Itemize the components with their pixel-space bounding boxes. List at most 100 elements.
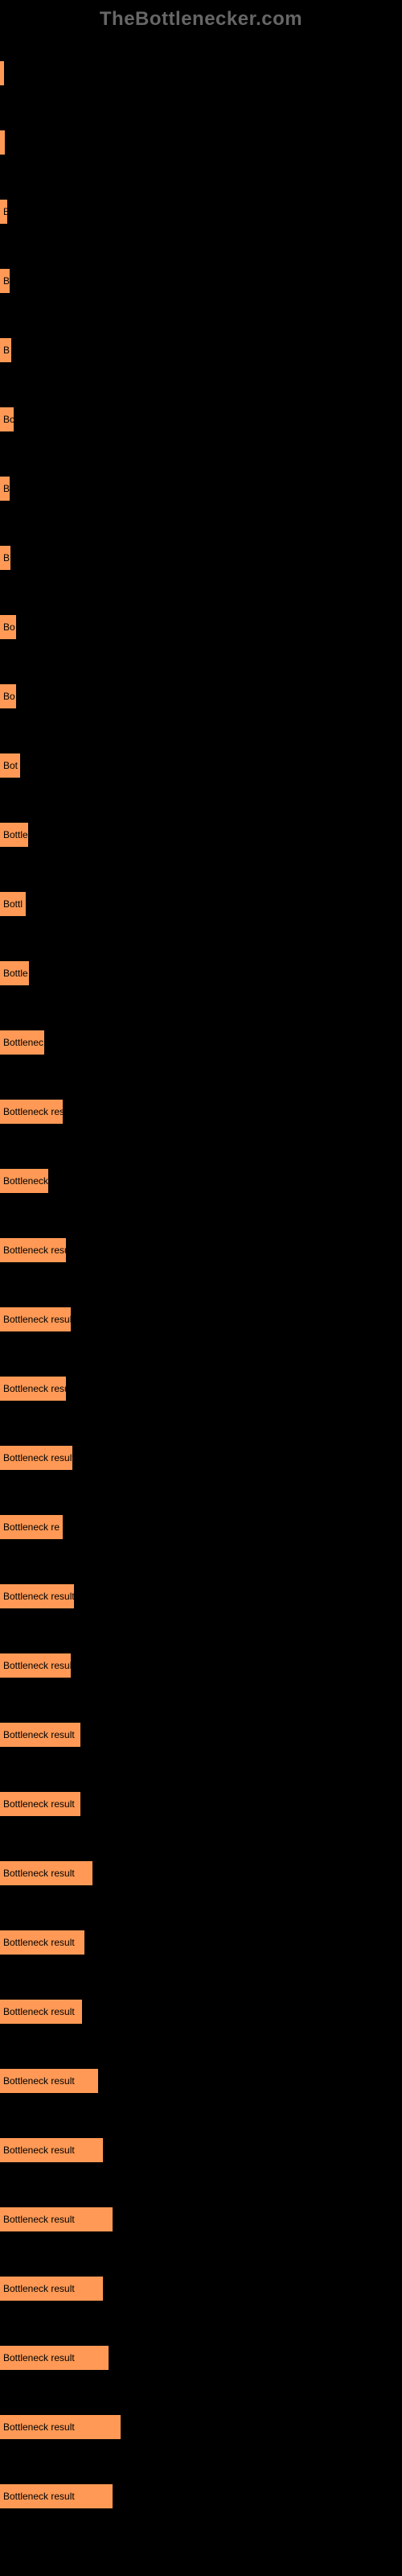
bar-label-area — [0, 1224, 402, 1236]
bar-label-area — [0, 1154, 402, 1166]
bar-container: Bottleneck result — [0, 2124, 402, 2162]
bar: Bo — [0, 684, 16, 708]
bar: Bottleneck res — [0, 1100, 63, 1124]
bar: B — [0, 200, 7, 224]
bar-container: Bottleneck result — [0, 2401, 402, 2439]
bar-container: Bottleneck — [0, 1154, 402, 1193]
bar-container: Bottleneck result — [0, 1293, 402, 1331]
bar: Bottleneck re — [0, 1515, 63, 1539]
bar-container: B — [0, 185, 402, 224]
bar: Bottl — [0, 892, 26, 916]
bar: B — [0, 546, 10, 570]
bar-label-area — [0, 1085, 402, 1097]
bar-container: Bo — [0, 670, 402, 708]
bar: Bottleneck resu — [0, 1377, 66, 1401]
bar: Bottle — [0, 961, 29, 985]
bar: Bottleneck result — [0, 1446, 72, 1470]
bar-container: Bottlenec — [0, 1016, 402, 1055]
bar: B — [0, 338, 11, 362]
bar-container: Bottle — [0, 947, 402, 985]
bar: Bottleneck result — [0, 1930, 84, 1955]
bar-container: B — [0, 324, 402, 362]
bar-label-area — [0, 1985, 402, 1997]
bar: Bottleneck resu — [0, 1238, 66, 1262]
bar-label-area — [0, 393, 402, 405]
bar-container: Bo — [0, 393, 402, 431]
bar-container: Bottle — [0, 808, 402, 847]
bar-container: Bottleneck result — [0, 2262, 402, 2301]
bar-container: Bottleneck resu — [0, 1224, 402, 1262]
bar: B — [0, 477, 10, 501]
bar-label-area — [0, 1777, 402, 1790]
bar-label-area — [0, 185, 402, 197]
bar-container: Bot — [0, 739, 402, 778]
bar-container: Bottleneck result — [0, 1777, 402, 1816]
bar-container: Bottleneck result — [0, 1431, 402, 1470]
bar — [0, 61, 4, 85]
bar-label-area — [0, 1362, 402, 1374]
bar: Bottleneck result — [0, 2207, 113, 2231]
bar-label-area — [0, 2054, 402, 2066]
bar: Bottleneck result — [0, 1792, 80, 1816]
bar: Bottleneck result — [0, 2069, 98, 2093]
bar-label-area — [0, 670, 402, 682]
bar: Bo — [0, 407, 14, 431]
bar-container: B — [0, 531, 402, 570]
bar-label-area — [0, 1016, 402, 1028]
bar-label-area — [0, 254, 402, 266]
bar-label-area — [0, 1916, 402, 1928]
bar-label-area — [0, 947, 402, 959]
bar — [0, 130, 5, 155]
bar-label-area — [0, 2470, 402, 2482]
bar-container: Bottleneck result — [0, 2331, 402, 2370]
bar-label-area — [0, 1708, 402, 1720]
bar: Bottleneck result — [0, 1307, 71, 1331]
bar-label-area — [0, 324, 402, 336]
bar: Bottleneck result — [0, 1653, 71, 1678]
bar-label-area — [0, 1570, 402, 1582]
bar-container: B — [0, 254, 402, 293]
bar: Bot — [0, 753, 20, 778]
bar: Bottle — [0, 823, 28, 847]
bar-label-area — [0, 1431, 402, 1443]
bar-container: Bottleneck result — [0, 1847, 402, 1885]
bar-label-area — [0, 877, 402, 890]
bar-container: Bottleneck result — [0, 1639, 402, 1678]
bar-container — [0, 116, 402, 155]
bar-container: B — [0, 462, 402, 501]
bar-label-area — [0, 739, 402, 751]
bar-container: Bottleneck res — [0, 1085, 402, 1124]
bar-container: Bottleneck result — [0, 1916, 402, 1955]
bar: Bottleneck result — [0, 2000, 82, 2024]
bar: Bottleneck result — [0, 2277, 103, 2301]
bar-label-area — [0, 2401, 402, 2413]
bar-label-area — [0, 808, 402, 820]
bar-label-area — [0, 2124, 402, 2136]
bar: Bottleneck result — [0, 1584, 74, 1608]
bar-container: Bo — [0, 601, 402, 639]
bar-label-area — [0, 2193, 402, 2205]
bar-container: Bottleneck result — [0, 2470, 402, 2508]
bar-container — [0, 47, 402, 85]
bar-label-area — [0, 116, 402, 128]
bar-container: Bottl — [0, 877, 402, 916]
bar-label-area — [0, 1501, 402, 1513]
bar-container: Bottleneck result — [0, 1570, 402, 1608]
bar-label-area — [0, 2331, 402, 2343]
bar-label-area — [0, 531, 402, 543]
bar: Bottleneck result — [0, 2138, 103, 2162]
bar: Bottleneck — [0, 1169, 48, 1193]
bar-container: Bottleneck result — [0, 1985, 402, 2024]
bar: Bottleneck result — [0, 1861, 92, 1885]
bar-container: Bottleneck result — [0, 2193, 402, 2231]
bar-container: Bottleneck result — [0, 1708, 402, 1747]
bar-label-area — [0, 1639, 402, 1651]
bar: B — [0, 269, 10, 293]
bar-container: Bottleneck resu — [0, 1362, 402, 1401]
watermark-text: TheBottlenecker.com — [0, 8, 402, 31]
bar: Bottleneck result — [0, 2346, 109, 2370]
bar-label-area — [0, 1847, 402, 1859]
bar: Bottlenec — [0, 1030, 44, 1055]
bar-chart: B B B Bo B B Bo Bo Bot Bottle Bottl Bottle Bottlenec… — [0, 47, 402, 2508]
bar-label-area — [0, 1293, 402, 1305]
